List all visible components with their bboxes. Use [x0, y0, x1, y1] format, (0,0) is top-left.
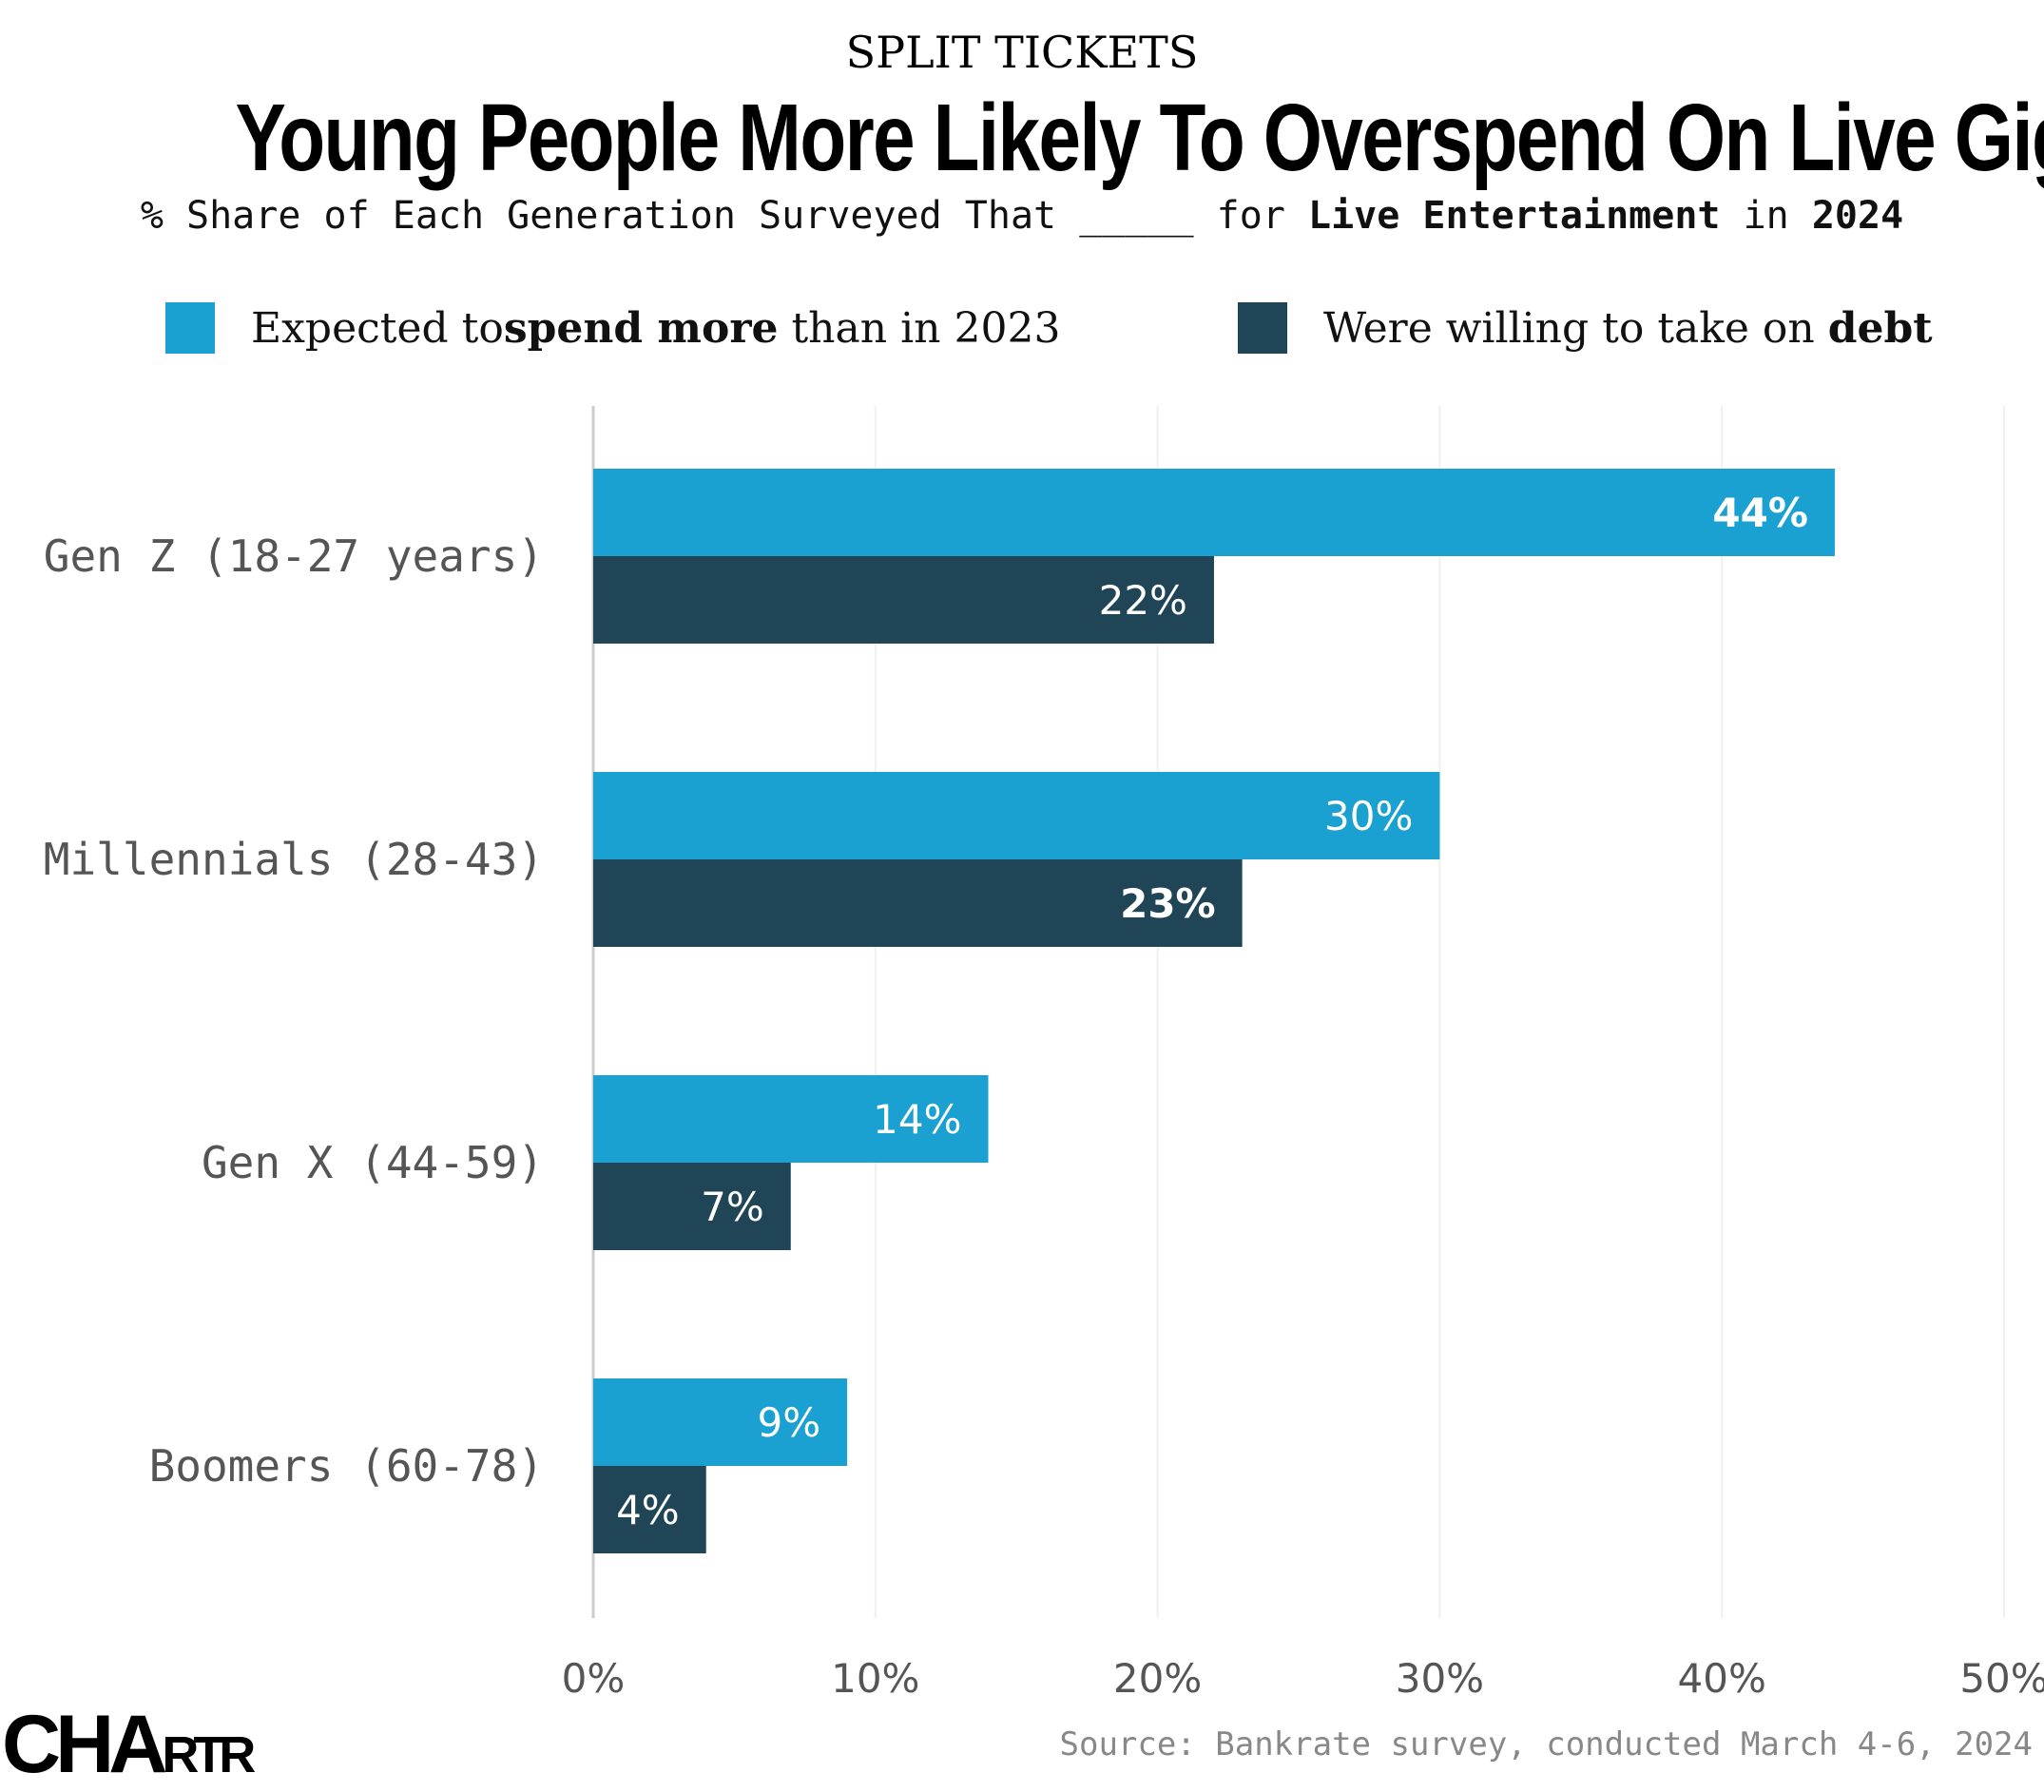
bar — [593, 556, 1214, 644]
x-tick-label: 30% — [1396, 1655, 1484, 1702]
x-tick-label: 40% — [1678, 1655, 1766, 1702]
category-label: Boomers (60-78) — [149, 1440, 544, 1492]
data-label: 4% — [616, 1487, 680, 1533]
x-tick-label: 50% — [1959, 1655, 2044, 1702]
data-label: 22% — [1099, 577, 1187, 624]
legend-text: Expected to — [251, 303, 504, 353]
data-label: 7% — [701, 1184, 764, 1230]
chart-title-text: Young People More Likely To Overspend On… — [235, 85, 2044, 191]
kicker: SPLIT TICKETS — [845, 27, 1199, 78]
bar — [593, 1075, 989, 1163]
x-tick-label: 10% — [831, 1655, 919, 1702]
bar — [593, 772, 1440, 859]
legend-text: than in 2023 — [778, 303, 1061, 353]
subtitle-bold: 2024 — [1811, 194, 1904, 238]
category-label: Gen X (44-59) — [202, 1137, 544, 1188]
subtitle-text: in — [1720, 194, 1812, 238]
chartr-logo: CHARTR — [2, 1699, 256, 1790]
bar — [593, 1163, 791, 1250]
legend-bold: spend more — [503, 303, 779, 353]
chart-title: Young People More Likely To Overspend On… — [0, 84, 2044, 193]
x-tick-label: 0% — [562, 1655, 626, 1702]
chart-subtitle: % Share of Each Generation Surveyed That… — [0, 194, 2044, 238]
category-label: Millennials (28-43) — [44, 834, 544, 885]
data-label: 44% — [1712, 490, 1808, 536]
bar — [593, 1378, 848, 1466]
legend-item-debt: Were willing to take on debt — [1238, 302, 1933, 354]
legend-text: Were willing to take on — [1323, 303, 1828, 353]
category-label: Gen Z (18-27 years) — [44, 530, 544, 582]
subtitle-text: % Share of Each Generation Surveyed That… — [140, 194, 1309, 238]
legend-bold: debt — [1827, 303, 1933, 353]
legend-item-spend-more: Expected to spend more than in 2023 — [165, 302, 1060, 354]
legend-swatch — [1238, 302, 1287, 354]
bar — [593, 1466, 706, 1553]
subtitle-bold: Live Entertainment — [1308, 194, 1721, 238]
bar — [593, 469, 1835, 556]
data-label: 14% — [873, 1096, 961, 1143]
data-label: 30% — [1324, 793, 1413, 839]
source-note: Source: Bankrate survey, conducted March… — [1059, 1725, 2034, 1763]
data-label: 23% — [1120, 880, 1216, 927]
x-tick-label: 20% — [1113, 1655, 1202, 1702]
bar — [593, 859, 1243, 947]
legend-swatch — [165, 302, 215, 354]
data-label: 9% — [757, 1399, 820, 1446]
